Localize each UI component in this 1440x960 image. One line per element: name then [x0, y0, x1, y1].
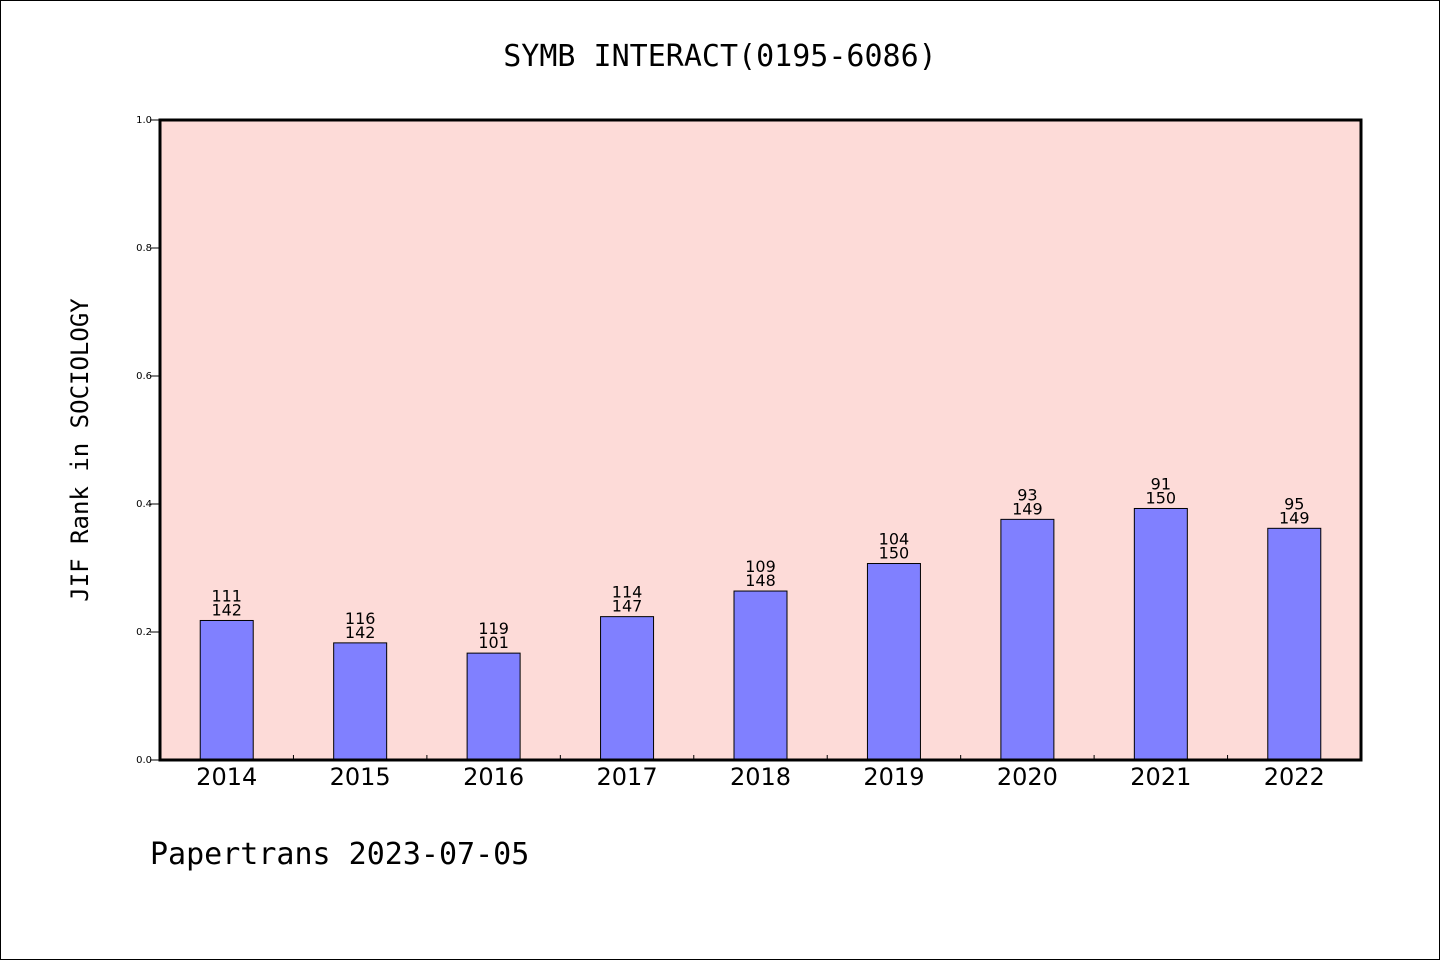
bar-2016 — [466, 652, 521, 761]
bar-rank-label: 114 — [612, 583, 643, 602]
x-tick-label: 2020 — [997, 763, 1058, 791]
x-tick-label: 2014 — [196, 763, 257, 791]
bar-total-label: 149 — [1012, 499, 1043, 518]
bar-total-label: 147 — [612, 597, 643, 616]
bar-total-label: 142 — [345, 623, 376, 642]
bar-2020 — [1000, 518, 1055, 761]
plot-border — [158, 118, 1363, 762]
chart-title: SYMB INTERACT(0195-6086) — [503, 39, 936, 74]
bar-2021 — [1133, 507, 1188, 761]
bar-rank-label: 95 — [1284, 494, 1304, 513]
x-tick-label: 2015 — [330, 763, 391, 791]
bar-rank-label: 91 — [1151, 474, 1171, 493]
y-tick-label: 0.6 — [136, 371, 152, 382]
footer-text: Papertrans 2023-07-05 — [150, 837, 529, 872]
bar-2022 — [1267, 527, 1322, 761]
bar-total-label: 150 — [879, 544, 910, 563]
bar-rank-label: 109 — [745, 557, 776, 576]
x-tick-label: 2016 — [463, 763, 524, 791]
bar-total-label: 149 — [1279, 508, 1310, 527]
bar-total-label: 148 — [745, 571, 776, 590]
bar-rank-label: 104 — [879, 530, 910, 549]
x-tick-label: 2019 — [863, 763, 924, 791]
x-tick-label: 2022 — [1264, 763, 1325, 791]
bar-rank-label: 116 — [345, 609, 376, 628]
bar-total-label: 150 — [1146, 488, 1177, 507]
x-tick-label: 2017 — [597, 763, 658, 791]
bar-2015 — [333, 642, 388, 761]
bar-rank-label: 111 — [211, 586, 242, 605]
x-tick-label: 2021 — [1130, 763, 1191, 791]
y-tick-label: 0.8 — [136, 243, 152, 254]
bar-rank-label: 93 — [1017, 485, 1037, 504]
y-tick-label: 0.2 — [136, 627, 152, 638]
bar-total-label: 101 — [478, 633, 509, 652]
bar-2019 — [866, 563, 921, 761]
bar-2017 — [600, 616, 655, 761]
y-tick-label: 0.4 — [136, 499, 152, 510]
y-tick-label: 1.0 — [136, 115, 152, 126]
bar-rank-label: 119 — [478, 619, 509, 638]
y-axis-label: JIF Rank in SOCIOLOGY — [66, 298, 94, 602]
y-tick-label: 0.0 — [136, 755, 152, 766]
bar-2014 — [199, 619, 254, 761]
bar-2018 — [733, 590, 788, 761]
x-tick-label: 2018 — [730, 763, 791, 791]
bar-total-label: 142 — [211, 600, 242, 619]
